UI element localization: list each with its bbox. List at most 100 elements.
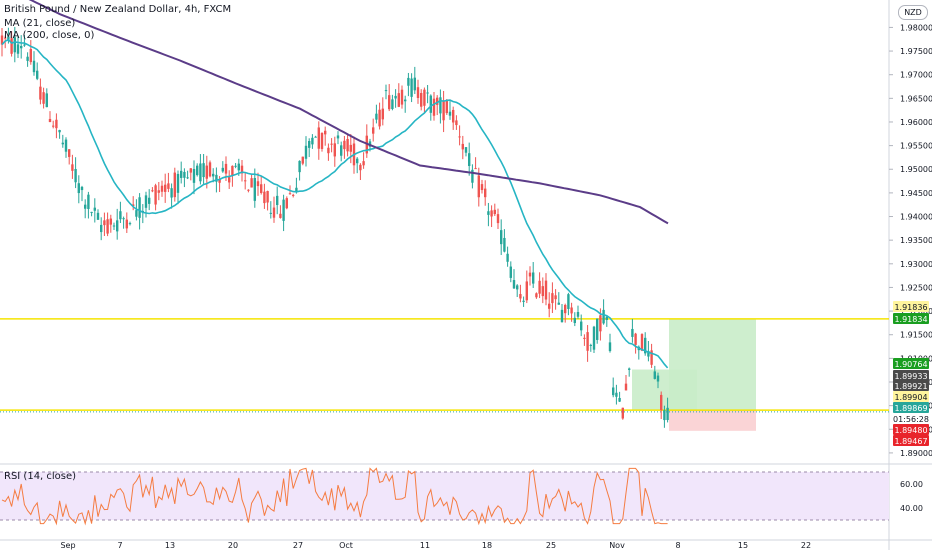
candle-body: [394, 95, 397, 99]
price-tag-label: 1.91834: [894, 315, 927, 324]
price-tag: 1.89904: [893, 391, 929, 402]
candle-body: [13, 37, 16, 53]
candle-body: [375, 113, 378, 120]
price-tag-box: [893, 380, 929, 391]
candle-body: [125, 219, 128, 229]
candle-body: [580, 321, 583, 331]
price-tick-label: 1.95500: [900, 142, 932, 151]
candle-body: [656, 375, 660, 382]
candle-body: [634, 333, 637, 345]
candle-body: [58, 130, 61, 133]
time-tick-label: 11: [420, 541, 430, 550]
candle-body: [250, 178, 253, 188]
candle-body: [512, 280, 516, 289]
candle-body: [256, 181, 260, 187]
candle-body: [663, 410, 666, 421]
candle-body: [74, 168, 77, 183]
price-tag-label: 1.89869: [894, 404, 927, 413]
candle-body: [52, 125, 55, 127]
symbol-title[interactable]: British Pound / New Zealand Dollar, 4h, …: [4, 4, 232, 15]
candle-body: [119, 211, 122, 220]
candle-body: [362, 161, 365, 166]
candle-body: [327, 147, 330, 154]
time-tick-label: 13: [165, 541, 175, 550]
ma21-line: [1, 38, 669, 369]
candle-body: [205, 165, 208, 179]
candle-body: [471, 169, 474, 183]
candle-body: [183, 171, 186, 178]
price-tag: 1.89467: [893, 435, 929, 446]
candle-body: [26, 56, 29, 61]
candle-body: [423, 89, 426, 106]
candle-body: [551, 293, 554, 304]
time-tick-label: 22: [801, 541, 811, 550]
candle-body: [490, 210, 493, 217]
candle-body: [16, 44, 20, 54]
candle-body: [112, 225, 116, 227]
ma21-legend[interactable]: MA (21, close): [4, 18, 76, 29]
candle-body: [592, 326, 596, 350]
candle-body: [68, 149, 71, 157]
candle-body: [176, 173, 180, 193]
candle-body: [308, 141, 311, 148]
candle-body: [295, 187, 298, 193]
candle-body: [20, 45, 23, 49]
candle-body: [80, 186, 84, 191]
candles-group: [0, 26, 669, 428]
candle-body: [39, 86, 42, 100]
candle-body: [208, 162, 212, 177]
price-tick-label: 1.95000: [900, 165, 932, 174]
candle-body: [167, 183, 170, 189]
candle-body: [36, 70, 39, 79]
candle-body: [583, 337, 586, 339]
candle-body: [224, 163, 228, 174]
candle-body: [32, 60, 36, 73]
price-tag: 1.89933: [893, 370, 929, 381]
candle-body: [468, 153, 471, 166]
price-tag-label: 1.89467: [894, 437, 927, 446]
rsi-band: [0, 472, 889, 520]
price-tick-label: 1.89000: [900, 449, 932, 458]
candle-body: [330, 143, 333, 145]
price-tick-label: 1.93500: [900, 236, 932, 245]
candle-body: [55, 119, 58, 129]
candle-body: [244, 180, 247, 182]
candle-body: [45, 93, 48, 108]
candle-body: [288, 193, 292, 195]
price-tag-box: [893, 358, 929, 369]
time-tick-label: 7: [117, 541, 122, 550]
candle-body: [346, 138, 349, 152]
candle-body: [141, 210, 144, 212]
currency-badge[interactable]: NZD: [898, 5, 928, 20]
candle-body: [144, 195, 148, 208]
candle-body: [596, 318, 599, 340]
candle-body: [560, 309, 564, 323]
candle-body: [64, 139, 68, 152]
candle-body: [615, 392, 618, 397]
candle-body: [304, 145, 308, 159]
price-tick-label: 1.97000: [900, 71, 932, 80]
candle-body: [400, 89, 404, 105]
candle-body: [202, 163, 205, 178]
price-tag: 1.89480: [893, 424, 929, 435]
candle-body: [180, 170, 183, 178]
candle-body: [103, 220, 106, 226]
price-tick-label: 1.93000: [900, 260, 932, 269]
candle-body: [263, 191, 266, 204]
candle-body: [96, 212, 100, 220]
price-tag: 1.90764: [893, 358, 929, 369]
rsi-legend[interactable]: RSI (14, close): [4, 471, 77, 482]
candle-body: [640, 334, 644, 351]
candle-body: [420, 92, 423, 107]
candle-body: [624, 383, 628, 391]
candle-body: [317, 127, 320, 149]
candle-body: [442, 101, 445, 121]
candle-body: [212, 173, 215, 177]
candle-body: [474, 168, 477, 170]
candle-body: [429, 95, 432, 113]
candle-body: [269, 212, 272, 214]
ma200-legend[interactable]: MA (200, close, 0): [4, 30, 95, 41]
candle-body: [416, 87, 420, 99]
candle-body: [292, 194, 295, 196]
